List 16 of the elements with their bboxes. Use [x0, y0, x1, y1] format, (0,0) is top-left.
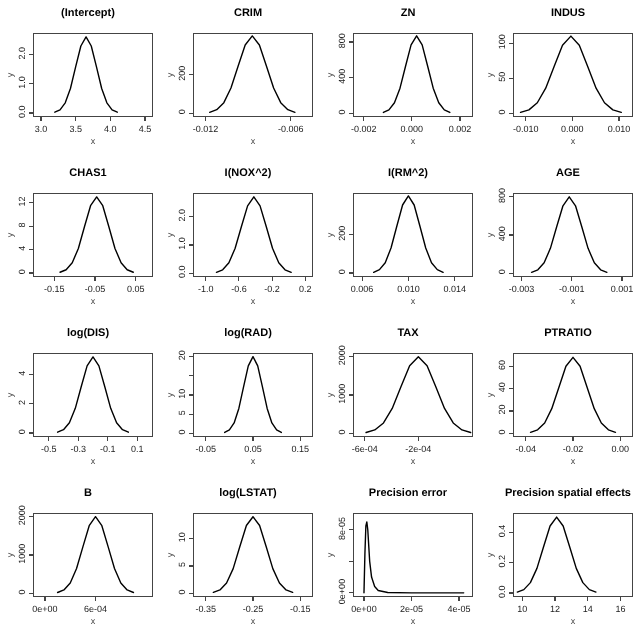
line-series	[208, 35, 296, 114]
line-series	[530, 196, 608, 273]
line-series	[519, 35, 622, 114]
line-series	[215, 196, 292, 274]
line-series	[56, 515, 135, 594]
line-series	[529, 356, 617, 434]
line-series	[54, 36, 118, 113]
line-series	[223, 355, 283, 434]
line-series	[363, 521, 465, 594]
line-series	[365, 355, 472, 434]
line-series	[372, 195, 444, 274]
line-series	[382, 35, 451, 114]
line-series	[59, 196, 134, 273]
line-series	[56, 356, 130, 433]
line-series	[212, 516, 294, 594]
line-series	[516, 516, 597, 593]
